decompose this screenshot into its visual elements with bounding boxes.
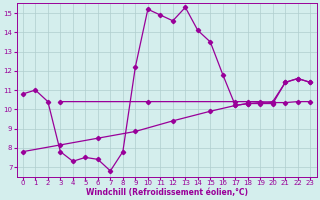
X-axis label: Windchill (Refroidissement éolien,°C): Windchill (Refroidissement éolien,°C) bbox=[85, 188, 248, 197]
